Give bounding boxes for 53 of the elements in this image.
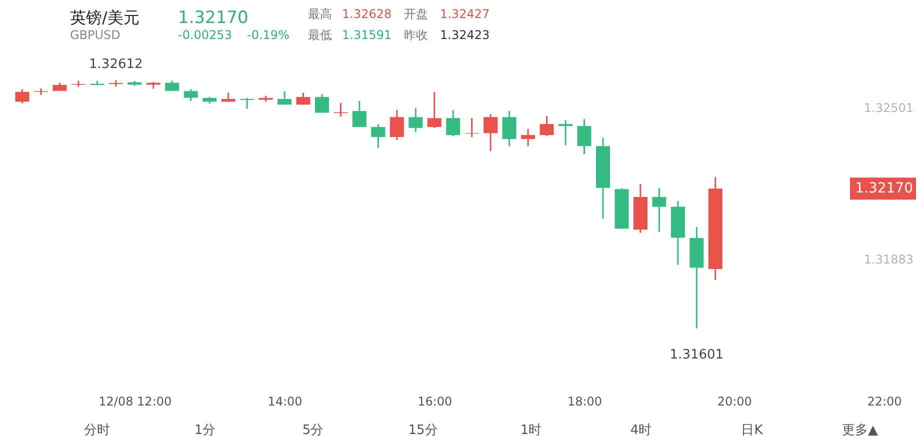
candlestick [652, 187, 666, 233]
x-tick-label: 14:00 [268, 394, 302, 408]
candlestick [427, 91, 442, 129]
annotation: 开盘 [404, 7, 428, 21]
candlestick [334, 102, 348, 118]
x-tick-label: 18:00 [567, 394, 602, 408]
candlestick [446, 109, 460, 137]
text: GBPUSD [70, 28, 120, 42]
text: 英镑/美元 [70, 8, 140, 27]
annotation: 分时 [84, 423, 110, 438]
annotation: 昨收 [404, 28, 428, 42]
annotation: 1.31601 [670, 347, 724, 362]
annotation: 1.32628 [342, 7, 392, 21]
annotation: 1.32423 [440, 28, 490, 42]
candlestick [15, 88, 30, 104]
annotation: 1时 [520, 423, 542, 438]
candlestick [577, 118, 592, 155]
candlestick [464, 117, 479, 138]
y-tick-label: 1.32501 [864, 100, 914, 115]
annotation: 1分 [194, 423, 216, 438]
candlestick [184, 88, 198, 102]
candlestick [484, 113, 498, 152]
candlestick [521, 128, 536, 147]
annotation: -0.19% [247, 28, 290, 42]
candlestick [502, 110, 516, 147]
candlestick [390, 109, 404, 141]
annotation: 5分 [302, 423, 324, 438]
x-tick-label: 12/08 12:00 [98, 394, 172, 408]
candlestick [371, 123, 386, 149]
annotation: 最低 [308, 28, 332, 42]
annotation: 1.32612 [89, 57, 143, 72]
candlestick [352, 100, 366, 128]
candlestick [314, 93, 329, 114]
annotation: -0.00253 [178, 28, 232, 42]
annotation: 1.32427 [440, 7, 490, 21]
annotation: 4时 [630, 423, 652, 438]
annotation: 1.31591 [342, 28, 392, 42]
candlestick [278, 90, 292, 106]
x-tick-label: 22:00 [867, 394, 902, 408]
candlestick [558, 119, 573, 146]
annotation: 15分 [408, 423, 438, 438]
candlestick [165, 80, 180, 92]
candlestick [408, 107, 423, 133]
annotation: 日K [741, 423, 764, 438]
annotation: 最高 [308, 7, 332, 21]
x-tick-label: 20:00 [717, 394, 752, 408]
y-tick-label: 1.31883 [864, 252, 914, 267]
annotation: 更多▲ [842, 423, 878, 438]
candlestick [540, 115, 554, 137]
ref-line-label: 1.32170 [855, 180, 913, 197]
x-tick-label: 16:00 [418, 394, 452, 408]
annotation: 1.32170 [178, 8, 248, 28]
candlestick [240, 97, 254, 110]
